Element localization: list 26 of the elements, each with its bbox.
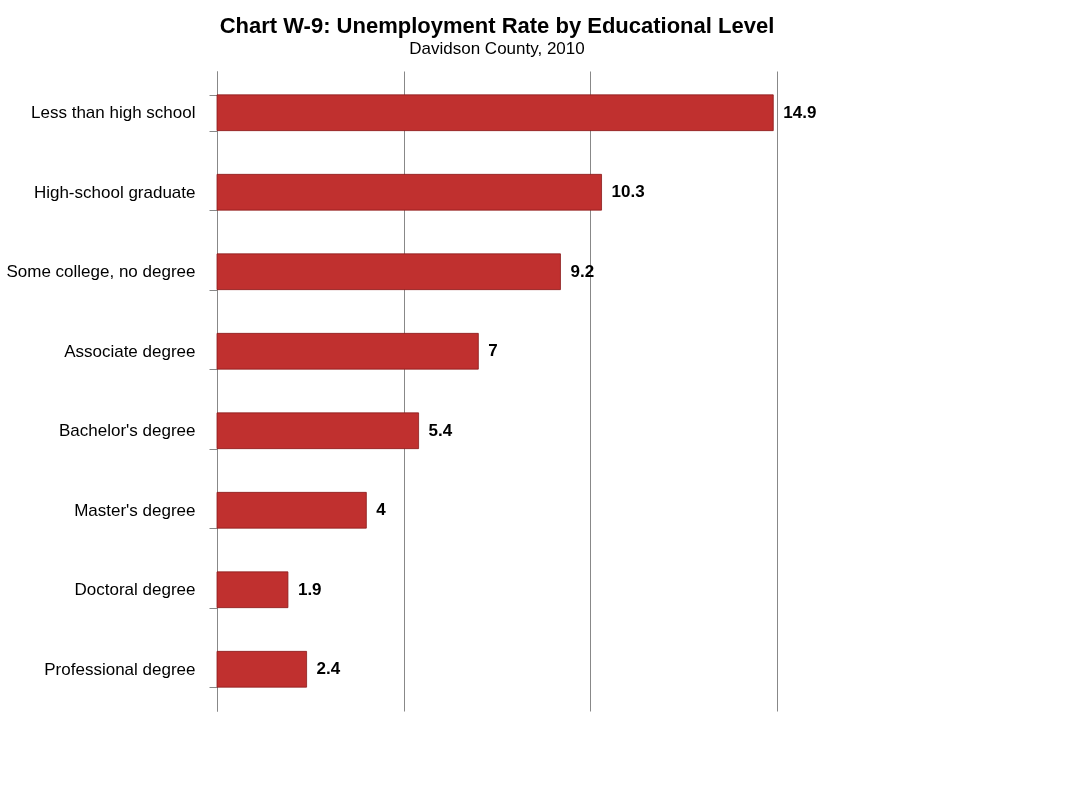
y-tick-label: High-school graduate <box>33 182 196 202</box>
bar <box>216 94 774 132</box>
data-label: 1.9 <box>297 579 322 599</box>
bar <box>216 173 602 211</box>
data-label: 10.3 <box>611 182 645 202</box>
y-tick-label: Less than high school <box>31 103 196 123</box>
data-label: 2.4 <box>316 659 341 679</box>
bar <box>216 571 289 609</box>
data-label: 7 <box>488 341 498 361</box>
chart-title: Chart W-9: Unemployment Rate by Educational Level <box>219 13 775 38</box>
data-label: 5.4 <box>428 420 453 440</box>
bar <box>216 253 561 291</box>
y-tick-label: Professional degree <box>44 659 196 679</box>
y-tick-label: Master's degree <box>74 500 196 520</box>
data-label: 9.2 <box>570 261 595 281</box>
data-label: 4 <box>376 500 387 520</box>
chart-subtitle: Davidson County, 2010 <box>409 39 585 58</box>
y-tick-label: Some college, no degree <box>6 262 196 282</box>
y-tick-label: Bachelor's degree <box>59 421 196 441</box>
y-tick-label: Associate degree <box>64 341 196 361</box>
data-label: 14.9 <box>783 102 817 122</box>
bar <box>216 650 307 688</box>
bar <box>216 332 479 370</box>
bar <box>216 412 419 450</box>
y-tick-label: Doctoral degree <box>74 580 196 600</box>
bar <box>216 491 367 529</box>
